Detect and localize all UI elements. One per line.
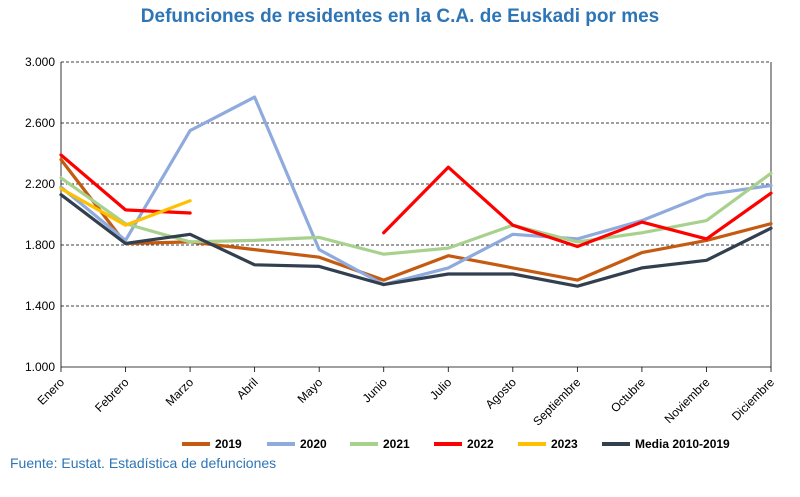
chart-title: Defunciones de residentes en la C.A. de … (140, 6, 660, 27)
x-tick-label: Abril (234, 375, 261, 402)
series-line-2021 (59, 171, 773, 256)
grid-lines (60, 61, 772, 368)
legend-label-2022: 2022 (467, 437, 494, 451)
y-tick-label: 3.000 (25, 55, 55, 69)
x-tick-label: Enero (35, 375, 68, 408)
x-tick-label: Mayo (295, 375, 326, 406)
y-tick-label: 1.800 (25, 238, 55, 252)
series-line-2020 (59, 95, 773, 287)
y-tick-label: 1.400 (25, 299, 55, 313)
y-tick-label: 2.600 (25, 116, 55, 130)
y-axis-ticks: 1.000 1.400 1.800 2.200 2.600 3.000 (25, 55, 55, 374)
legend-label-2023: 2023 (551, 437, 578, 451)
x-tick-label: Septiembre (530, 375, 584, 429)
x-tick-label: Febrero (92, 375, 132, 415)
legend: 2019 2020 2021 2022 2023 Media 2010-2019 (182, 437, 730, 451)
x-axis-ticks: Enero Febrero Marzo Abril Mayo Junio Julio Agos… (35, 367, 777, 429)
legend-label-media-2010-2019: Media 2010-2019 (635, 437, 730, 451)
x-tick-label: Noviembre (662, 375, 713, 426)
x-tick-label: Diciembre (729, 375, 777, 423)
x-tick-label: Agosto (483, 375, 520, 412)
series-line-2022 (59, 153, 773, 249)
legend-label-2019: 2019 (215, 437, 242, 451)
x-tick-label: Junio (360, 375, 390, 405)
legend-label-2021: 2021 (383, 437, 410, 451)
source-note: Fuente: Eustat. Estadística de defuncion… (10, 455, 277, 471)
x-tick-label: Julio (427, 375, 455, 403)
y-tick-label: 2.200 (25, 177, 55, 191)
x-tick-label: Octubre (608, 375, 648, 415)
series-lines (59, 95, 773, 288)
y-tick-label: 1.000 (25, 360, 55, 374)
series-line-media-2010-2019 (59, 193, 773, 288)
series-line-2023 (59, 187, 192, 227)
x-tick-label: Marzo (163, 375, 197, 409)
legend-label-2020: 2020 (300, 437, 327, 451)
series-line-2019 (59, 158, 773, 282)
